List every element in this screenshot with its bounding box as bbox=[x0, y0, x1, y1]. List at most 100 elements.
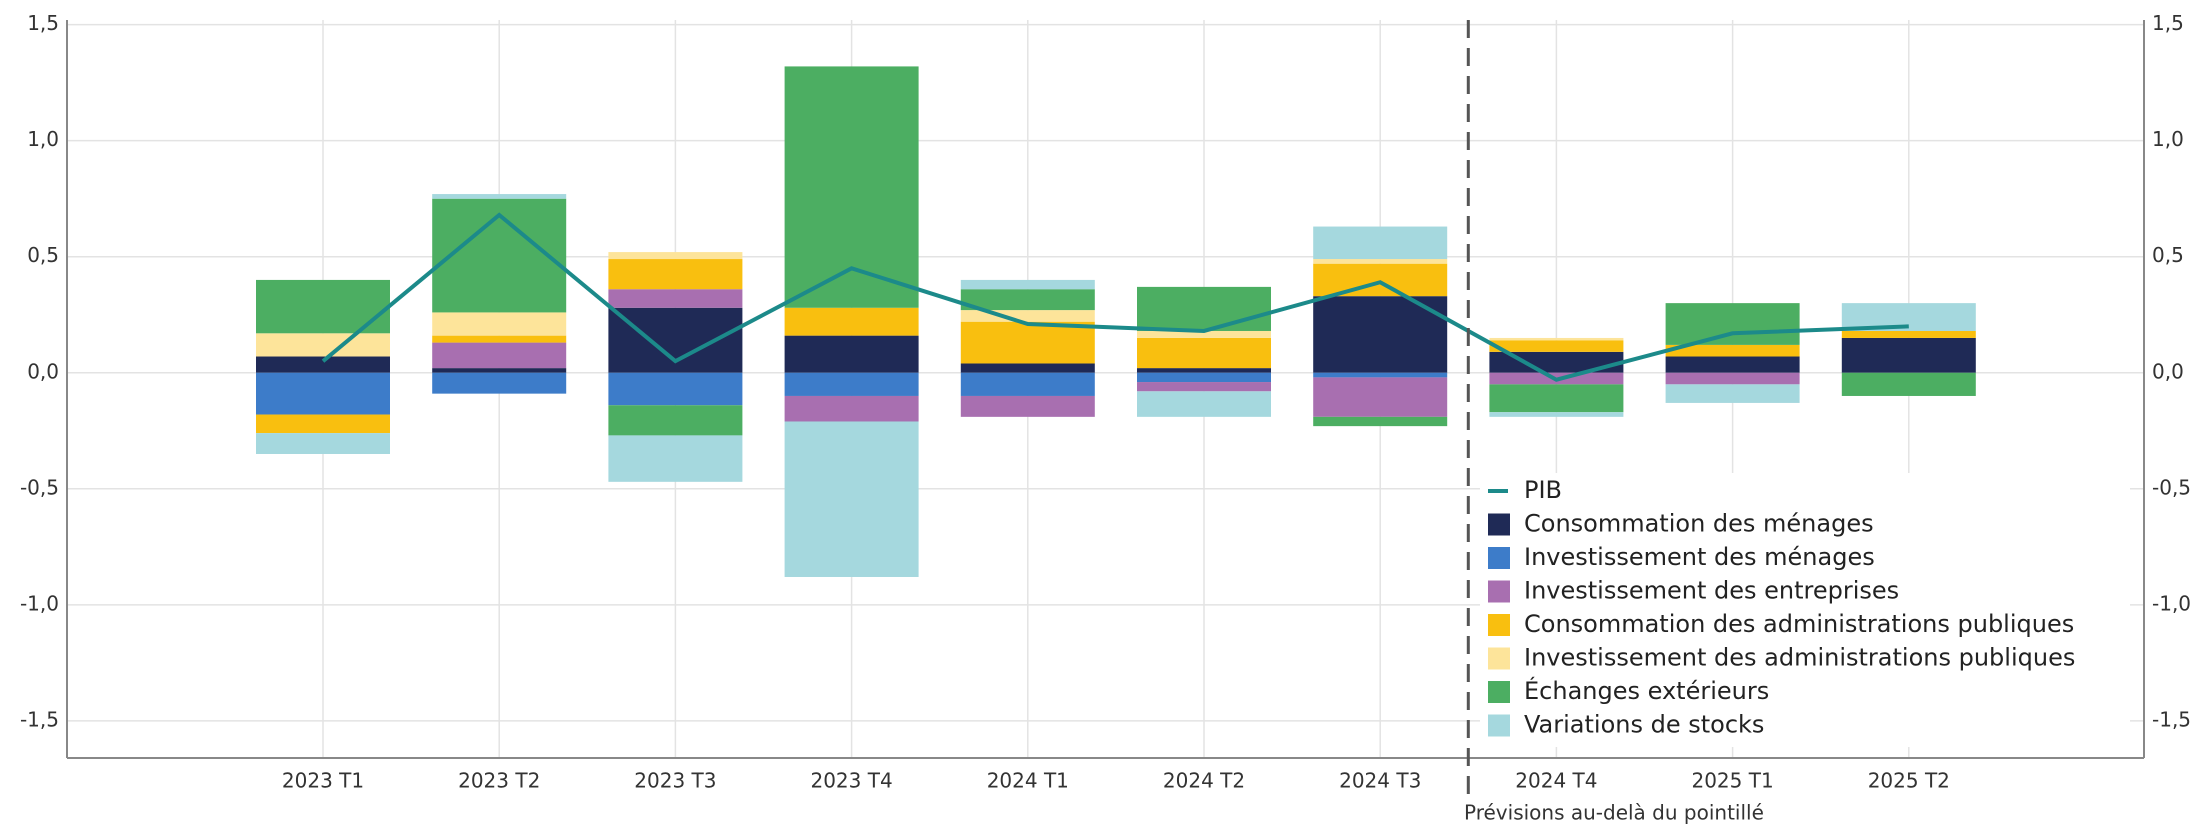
bar-segment bbox=[1313, 226, 1448, 260]
bar-segment bbox=[1489, 384, 1624, 413]
bar-segment bbox=[1489, 337, 1624, 341]
bar-segment bbox=[1489, 340, 1624, 352]
bar-segment bbox=[256, 279, 390, 334]
bar-segment bbox=[432, 372, 567, 394]
y-tick-label: 1,0 bbox=[27, 127, 59, 151]
bar-segment bbox=[256, 356, 390, 373]
bar-segment bbox=[1489, 412, 1624, 417]
bar-segment bbox=[1665, 303, 1800, 345]
x-tick-label: 2024 T3 bbox=[1339, 769, 1421, 793]
y2-tick-label: 0,0 bbox=[2152, 359, 2184, 383]
y2-tick-label: 0,5 bbox=[2152, 243, 2184, 267]
bar-segment bbox=[1665, 384, 1800, 403]
legend-label: Investissement des administrations publi… bbox=[1524, 644, 2075, 672]
bar-segment bbox=[608, 435, 743, 482]
bar-segment bbox=[608, 252, 743, 260]
x-tick-label: 2023 T3 bbox=[634, 769, 716, 793]
bar-segment bbox=[1137, 391, 1271, 417]
x-tick-label: 2023 T2 bbox=[458, 769, 540, 793]
bar-segment bbox=[608, 405, 743, 436]
y-tick-label: -0,5 bbox=[20, 475, 59, 499]
bar-segment bbox=[608, 259, 743, 290]
bar-segment bbox=[432, 342, 567, 369]
y2-tick-label: -1,5 bbox=[2152, 707, 2191, 731]
bar-segment bbox=[784, 66, 919, 308]
bar-segment bbox=[1665, 344, 1800, 357]
legend-swatch bbox=[1488, 513, 1510, 536]
bar-segment bbox=[256, 414, 390, 434]
legend-label: Investissement des entreprises bbox=[1524, 577, 1899, 605]
x-tick-label: 2025 T2 bbox=[1868, 769, 1950, 793]
bar-segment bbox=[1137, 286, 1271, 331]
bar-segment bbox=[432, 198, 567, 313]
bar-segment bbox=[1313, 263, 1448, 297]
bar-segment bbox=[960, 289, 1095, 311]
y-tick-label: 0,5 bbox=[27, 243, 59, 267]
bar-segment bbox=[1313, 372, 1448, 378]
bar-segment bbox=[1313, 377, 1448, 417]
legend-swatch bbox=[1488, 647, 1510, 670]
y-tick-label: -1,0 bbox=[20, 591, 59, 615]
legend-label: Consommation des ménages bbox=[1524, 510, 1874, 538]
x-tick-label: 2024 T4 bbox=[1515, 769, 1597, 793]
y2-tick-label: 1,5 bbox=[2152, 11, 2184, 35]
x-tick-label: 2024 T2 bbox=[1163, 769, 1245, 793]
bar-segment bbox=[960, 310, 1095, 322]
bar-segment bbox=[784, 307, 919, 336]
legend-swatch bbox=[1488, 614, 1510, 636]
bar-segment bbox=[432, 312, 567, 336]
bar-segment bbox=[1137, 372, 1271, 383]
y-tick-label: 1,5 bbox=[27, 11, 59, 35]
bar-segment bbox=[784, 335, 919, 373]
bar-segment bbox=[784, 421, 919, 577]
bar-segment bbox=[1841, 330, 1976, 338]
y2-tick-label: -0,5 bbox=[2152, 475, 2191, 499]
legend-label: Variations de stocks bbox=[1524, 711, 1764, 739]
bar-segment bbox=[1841, 372, 1976, 396]
pib-line bbox=[321, 212, 1909, 382]
legend-swatch bbox=[1488, 580, 1510, 603]
legend-swatch bbox=[1488, 714, 1510, 737]
bar-segment bbox=[1313, 259, 1448, 264]
bar-segment bbox=[256, 433, 390, 454]
bar-segment bbox=[960, 363, 1095, 373]
legend-bg bbox=[1480, 473, 2130, 747]
bar-segment bbox=[432, 335, 567, 343]
bar-segment bbox=[1137, 330, 1271, 338]
legend-label: Échanges extérieurs bbox=[1524, 676, 1769, 705]
bar-segment bbox=[1489, 351, 1624, 373]
bar-segment bbox=[960, 395, 1095, 417]
bar-segment bbox=[1665, 356, 1800, 373]
bar-segment bbox=[1137, 382, 1271, 392]
bar-segment bbox=[960, 279, 1095, 290]
bar-segment bbox=[1665, 372, 1800, 385]
y-tick-label: -1,5 bbox=[20, 707, 59, 731]
x-tick-label: 2023 T1 bbox=[282, 769, 364, 793]
bar-segment bbox=[608, 289, 743, 308]
legend-swatch bbox=[1488, 547, 1510, 569]
bar-segment bbox=[960, 372, 1095, 396]
bar-segment bbox=[256, 333, 390, 357]
bar-segment bbox=[1841, 337, 1976, 373]
legend-label: Investissement des ménages bbox=[1524, 543, 1875, 571]
legend-swatch bbox=[1488, 681, 1510, 703]
bar-segment bbox=[256, 372, 390, 415]
x-tick-label: 2023 T4 bbox=[810, 769, 892, 793]
bar-segment bbox=[1313, 416, 1448, 427]
bar-segment bbox=[784, 395, 919, 422]
legend-label: Consommation des administrations publiqu… bbox=[1524, 610, 2074, 638]
annotation: Prévisions au-delà du pointillé bbox=[1464, 801, 1764, 825]
bar-segment bbox=[432, 368, 567, 373]
bar-segment bbox=[1137, 368, 1271, 373]
bar-segment bbox=[960, 321, 1095, 364]
bar-segment bbox=[608, 372, 743, 406]
bar-segment bbox=[1137, 337, 1271, 369]
y2-tick-label: 1,0 bbox=[2152, 127, 2184, 151]
x-tick-label: 2024 T1 bbox=[987, 769, 1069, 793]
bar-segment bbox=[432, 194, 567, 199]
y-tick-label: 0,0 bbox=[27, 359, 59, 383]
x-tick-label: 2025 T1 bbox=[1691, 769, 1773, 793]
legend-label: PIB bbox=[1524, 476, 1562, 504]
y2-tick-label: -1,0 bbox=[2152, 591, 2191, 615]
